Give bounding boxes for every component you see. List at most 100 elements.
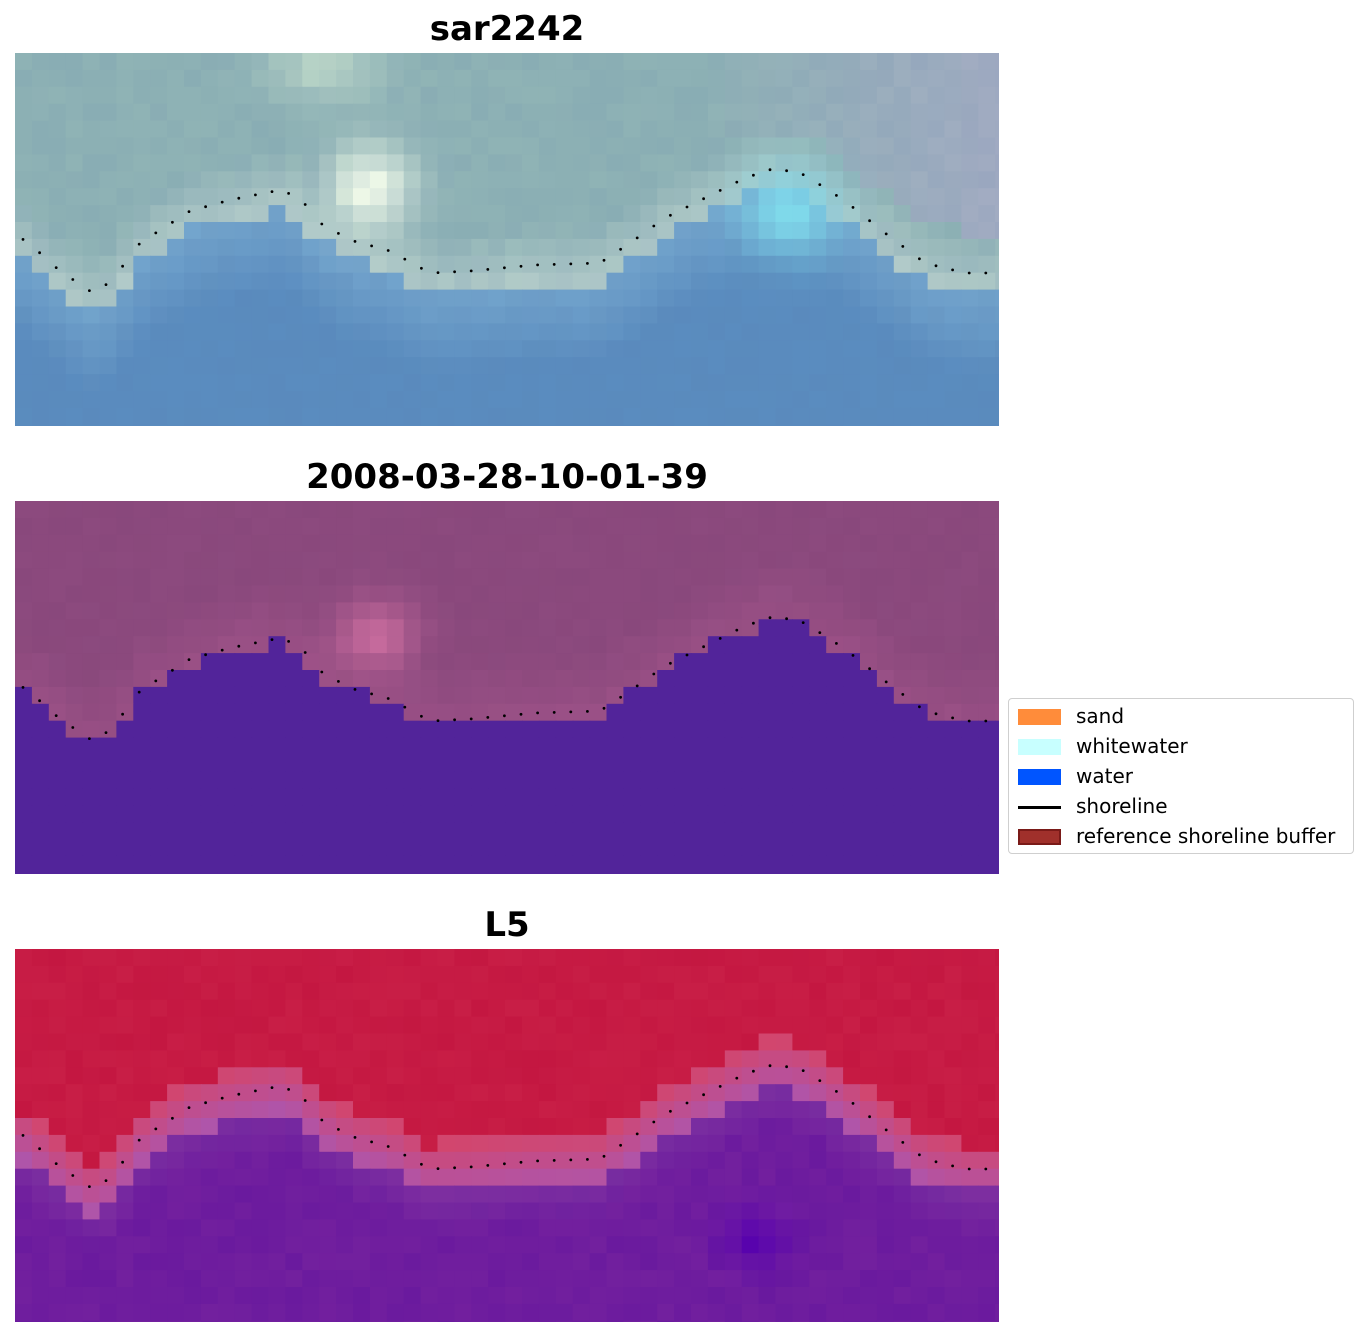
class-pixel (657, 602, 675, 620)
image-pixel (167, 205, 185, 223)
index-pixel (893, 1219, 912, 1237)
image-pixel (826, 306, 844, 324)
index-pixel (200, 1084, 219, 1102)
index-pixel (623, 1084, 641, 1102)
image-pixel (910, 424, 929, 426)
index-pixel (978, 1185, 996, 1204)
image-pixel (724, 289, 743, 308)
image-pixel (319, 357, 337, 375)
class-pixel (860, 686, 878, 705)
class-pixel (792, 619, 810, 637)
image-pixel (522, 424, 540, 426)
class-pixel (505, 517, 523, 536)
image-pixel (707, 238, 726, 257)
class-pixel (572, 720, 591, 739)
image-pixel (285, 238, 303, 257)
image-pixel (876, 340, 895, 358)
class-pixel (623, 686, 641, 705)
index-pixel (826, 1101, 844, 1119)
class-pixel (99, 839, 117, 857)
class-pixel (809, 636, 827, 654)
image-pixel (82, 222, 101, 240)
class-pixel (809, 585, 827, 603)
index-pixel (133, 1320, 151, 1322)
class-pixel (927, 636, 946, 654)
index-pixel (961, 1016, 979, 1035)
image-pixel (488, 424, 506, 426)
image-pixel (640, 374, 658, 392)
class-pixel (15, 720, 33, 739)
index-pixel (454, 1101, 472, 1119)
index-pixel (420, 949, 439, 967)
class-pixel (167, 653, 185, 671)
class-pixel (471, 822, 489, 840)
class-pixel (893, 636, 912, 654)
class-pixel (775, 686, 793, 705)
index-pixel (538, 1151, 557, 1170)
image-pixel (910, 357, 929, 375)
image-pixel (184, 374, 202, 392)
image-pixel (606, 272, 624, 291)
index-pixel (150, 1084, 168, 1102)
image-pixel (488, 289, 506, 308)
class-pixel (420, 754, 439, 772)
index-pixel (184, 1134, 202, 1153)
index-pixel (454, 1320, 472, 1322)
index-pixel (420, 1253, 439, 1271)
class-pixel (200, 653, 219, 671)
index-pixel (589, 1101, 608, 1119)
shoreline-point-3 (270, 1086, 274, 1089)
shoreline-point-3 (469, 1165, 473, 1169)
image-pixel (336, 272, 354, 291)
index-pixel (792, 1236, 810, 1254)
image-pixel (927, 391, 946, 409)
index-pixel (826, 1253, 844, 1271)
index-pixel (353, 965, 371, 984)
image-pixel (538, 238, 557, 257)
image-pixel (200, 391, 219, 409)
class-pixel (809, 805, 827, 823)
index-pixel (200, 1016, 219, 1035)
class-pixel (217, 788, 236, 806)
image-pixel (944, 137, 962, 155)
shoreline-point-1 (718, 189, 722, 192)
index-pixel (758, 1067, 777, 1085)
index-pixel (437, 1270, 455, 1288)
image-pixel (184, 69, 202, 88)
index-pixel (860, 1303, 878, 1322)
index-pixel (927, 1016, 946, 1035)
index-pixel (319, 1185, 337, 1204)
image-pixel (116, 137, 134, 155)
image-pixel (724, 357, 743, 375)
index-pixel (606, 1033, 624, 1051)
shoreline-point-2 (735, 628, 739, 632)
index-pixel (82, 982, 101, 1001)
class-pixel (471, 754, 489, 772)
class-pixel (471, 686, 489, 705)
class-pixel (809, 686, 827, 705)
image-pixel (995, 255, 999, 274)
class-pixel (910, 636, 929, 654)
index-pixel (420, 1084, 439, 1102)
class-pixel (353, 653, 371, 671)
class-pixel (995, 670, 999, 688)
class-pixel (640, 585, 658, 603)
image-pixel (217, 188, 236, 206)
class-pixel (910, 771, 929, 789)
class-pixel (353, 737, 371, 756)
image-pixel (217, 306, 236, 324)
shoreline-point-3 (652, 1120, 656, 1124)
class-pixel (99, 720, 117, 739)
image-pixel (758, 272, 777, 291)
image-pixel (116, 120, 134, 139)
class-pixel (116, 771, 134, 789)
class-pixel (31, 551, 50, 570)
class-pixel (961, 839, 979, 857)
class-pixel (82, 788, 101, 806)
index-pixel (995, 982, 999, 1001)
class-pixel (133, 686, 151, 705)
index-pixel (741, 1303, 760, 1322)
index-pixel (860, 1033, 878, 1051)
class-pixel (369, 703, 388, 722)
class-pixel (505, 501, 523, 519)
